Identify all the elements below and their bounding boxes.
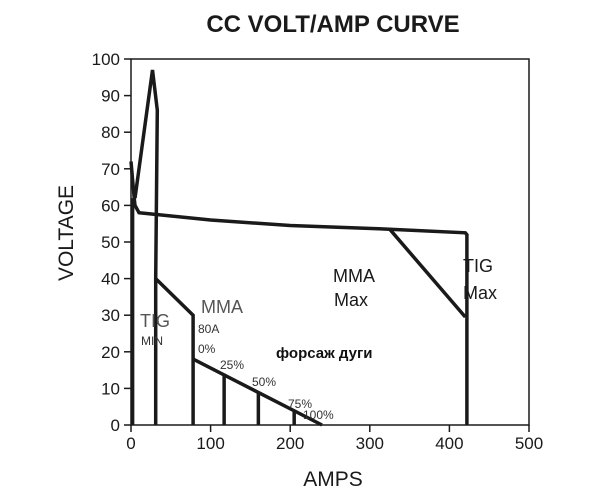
x-tick-label: 400 xyxy=(435,434,463,453)
annotation-80a: 80A xyxy=(198,322,219,336)
y-tick-label: 50 xyxy=(101,233,120,252)
x-axis-label: AMPS xyxy=(303,468,363,491)
annotation-tig-max-b: Max xyxy=(463,283,497,303)
y-tick-label: 40 xyxy=(101,270,120,289)
plot-frame xyxy=(130,58,530,426)
x-tick-label: 0 xyxy=(126,434,135,453)
y-tick-label: 30 xyxy=(101,306,120,325)
annotation-75-percent: 75% xyxy=(288,397,312,411)
annotation-0-percent: 0% xyxy=(198,342,216,356)
y-tick-label: 90 xyxy=(101,87,120,106)
annotation-25-percent: 25% xyxy=(220,358,244,372)
x-tick-label: 200 xyxy=(276,434,304,453)
series-tig-spike xyxy=(133,69,160,425)
series-main xyxy=(129,161,469,425)
annotations: TIG MIN MMA 80A 0% 25% 50% 75% 100% форс… xyxy=(140,256,497,422)
annotation-mma-max-a: MMA xyxy=(333,266,375,286)
series-arc-force-line xyxy=(192,357,323,427)
y-tick-label: 20 xyxy=(101,343,120,362)
y-axis-label: VOLTAGE xyxy=(55,185,78,281)
series-layer xyxy=(129,69,469,427)
x-tick-label: 500 xyxy=(515,434,543,453)
annotation-mma: MMA xyxy=(201,297,243,317)
annotation-tig-min-a: TIG xyxy=(140,311,170,331)
y-tick-label: 0 xyxy=(111,416,120,435)
y-tick-label: 100 xyxy=(92,50,120,69)
y-tick-label: 70 xyxy=(101,160,120,179)
series-mma-max xyxy=(388,228,467,319)
annotation-mma-max-b: Max xyxy=(334,290,368,310)
annotation-tig-max-a: TIG xyxy=(463,256,493,276)
x-tick-label: 300 xyxy=(356,434,384,453)
x-axis: 0 100 200 300 400 500 xyxy=(126,425,543,453)
y-tick-label: 10 xyxy=(101,379,120,398)
y-tick-label: 80 xyxy=(101,123,120,142)
annotation-tig-min-b: MIN xyxy=(141,334,163,348)
chart-title: CC VOLT/AMP CURVE xyxy=(206,11,459,38)
annotation-arc-force: форсаж дуги xyxy=(276,345,372,362)
annotation-50-percent: 50% xyxy=(252,375,276,389)
y-tick-label: 60 xyxy=(101,196,120,215)
y-axis: 0 10 20 30 40 50 60 70 80 90 100 xyxy=(92,50,131,435)
x-tick-label: 100 xyxy=(196,434,224,453)
series-mma-droop xyxy=(154,277,195,425)
annotation-100-percent: 100% xyxy=(303,408,334,422)
